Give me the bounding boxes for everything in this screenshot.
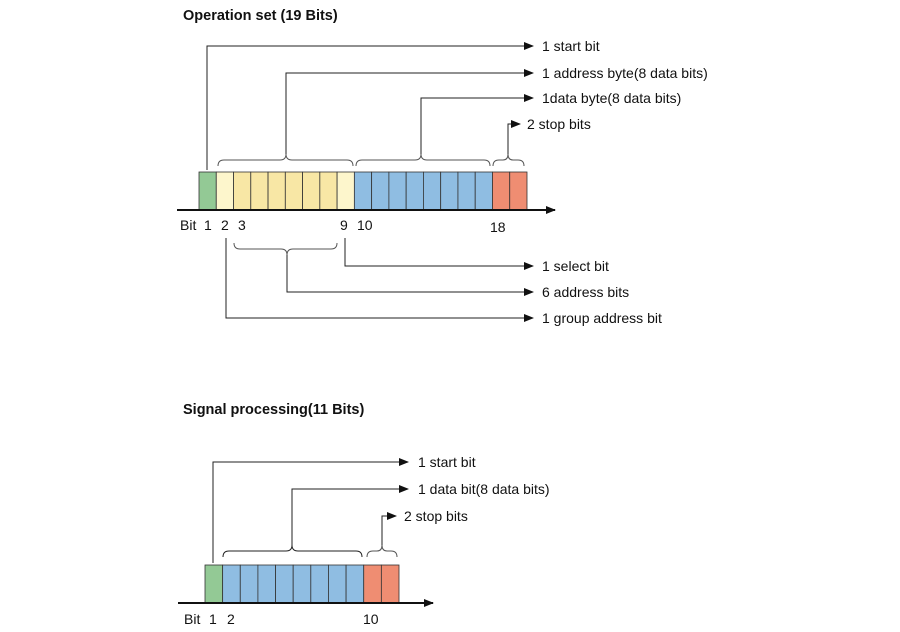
label-stop-bits: 2 stop bits: [404, 508, 468, 524]
signal-bit-label: Bit: [184, 611, 200, 627]
tick: 9: [340, 217, 348, 233]
bit-cell-addr: [250, 171, 269, 211]
bit-cell-data: [423, 171, 442, 211]
operation-bit-frame: [198, 171, 528, 211]
bit-cell-addr_edge: [336, 171, 355, 211]
bit-cell-data: [345, 564, 365, 604]
signal-title: Signal processing(11 Bits): [183, 402, 364, 418]
bit-cell-data: [292, 564, 312, 604]
brace-data-bits: [222, 544, 363, 558]
tick: 18: [490, 219, 506, 235]
bit-cell-data: [239, 564, 259, 604]
brace-address-bits: [233, 242, 338, 256]
bit-cell-addr: [302, 171, 321, 211]
bit-cell-stop: [509, 171, 528, 211]
label-select-bit: 1 select bit: [542, 258, 609, 274]
bit-cell-start: [204, 564, 224, 604]
connector-stop-bits: [507, 120, 521, 154]
bit-cell-stop: [492, 171, 511, 211]
bit-cell-data: [405, 171, 424, 211]
connector-start-bit: [212, 458, 409, 563]
operation-bit-label: Bit: [180, 217, 196, 233]
label-data-byte: 1data byte(8 data bits): [542, 90, 681, 106]
bit-cell-addr_edge: [215, 171, 234, 211]
bit-cell-data: [371, 171, 390, 211]
label-start-bit: 1 start bit: [542, 38, 600, 54]
bit-cell-addr: [319, 171, 338, 211]
connector-data-byte: [420, 94, 534, 154]
connector-address-byte: [285, 69, 534, 154]
bit-cell-data: [328, 564, 347, 604]
bit-cell-data: [275, 564, 294, 604]
tick: 3: [238, 217, 246, 233]
bit-cell-data: [440, 171, 459, 211]
bit-cell-data: [457, 171, 476, 211]
bit-cell-data: [388, 171, 407, 211]
tick: 2: [221, 217, 229, 233]
label-address-byte: 1 address byte(8 data bits): [542, 65, 708, 81]
operation-title: Operation set (19 Bits): [183, 8, 338, 24]
label-group-address-bit: 1 group address bit: [542, 310, 662, 326]
bit-cell-start: [198, 171, 217, 211]
bit-cell-stop: [380, 564, 400, 604]
bit-cell-data: [257, 564, 276, 604]
brace-data-byte: [355, 153, 491, 167]
connector-data-bits: [291, 485, 409, 545]
brace-stop-bits: [492, 153, 525, 167]
connector-select-bit: [344, 238, 534, 270]
brace-address-byte: [217, 153, 354, 167]
bit-cell-data: [474, 171, 493, 211]
brace-stop-bits: [366, 544, 398, 558]
bit-cell-addr: [267, 171, 286, 211]
tick: 2: [227, 611, 235, 627]
connector-start-bit: [206, 42, 534, 170]
label-address-bits: 6 address bits: [542, 284, 629, 300]
tick: 10: [357, 217, 373, 233]
connector-stop-bits: [381, 512, 397, 545]
bit-cell-data: [222, 564, 241, 604]
bit-cell-data: [353, 171, 373, 211]
tick: 1: [209, 611, 217, 627]
connector-address-bits: [286, 255, 534, 296]
bit-cell-addr: [284, 171, 303, 211]
label-data-bits: 1 data bit(8 data bits): [418, 481, 550, 497]
tick: 1: [204, 217, 212, 233]
bit-cell-stop: [363, 564, 382, 604]
tick: 10: [363, 611, 379, 627]
signal-bit-frame: [204, 564, 400, 604]
connector-group-address-bit: [225, 238, 534, 322]
label-start-bit: 1 start bit: [418, 454, 476, 470]
bit-cell-addr: [233, 171, 252, 211]
label-stop-bits: 2 stop bits: [527, 116, 591, 132]
bit-cell-data: [310, 564, 329, 604]
